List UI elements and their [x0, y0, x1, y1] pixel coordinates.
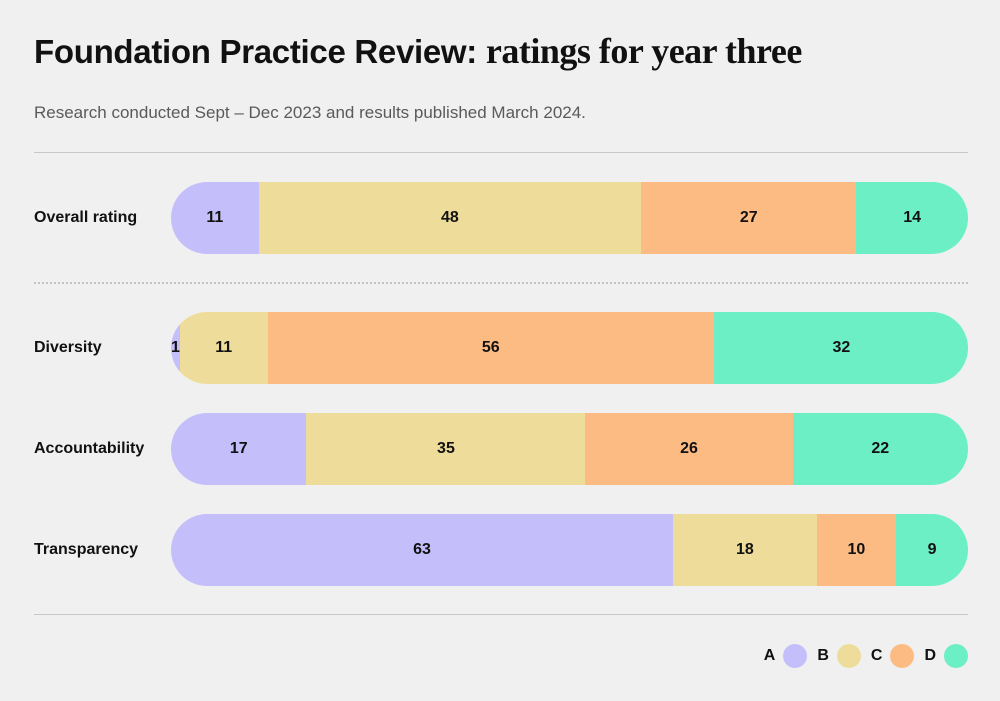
bar-segment-diversity-a: 1: [171, 312, 180, 384]
bar-segment-transparency-c: 10: [816, 514, 897, 586]
bar-diversity: 1 11 56 32: [171, 312, 968, 384]
legend-item-d: D: [924, 644, 968, 668]
title-serif-part: ratings for year three: [485, 31, 802, 71]
legend-item-c: C: [871, 644, 915, 668]
bar-segment-diversity-c: 56: [267, 312, 714, 384]
bar-segment-transparency-a: 63: [171, 514, 674, 586]
legend-swatch-b: [836, 644, 861, 668]
row-label-diversity: Diversity: [34, 339, 102, 356]
row-label-overall-rating: Overall rating: [34, 209, 138, 226]
bar-segment-overall-rating-b: 48: [258, 182, 642, 254]
bar-segment-overall-rating-a: 11: [171, 182, 259, 254]
legend-swatch-d: [944, 644, 968, 668]
top-divider: [34, 152, 968, 153]
legend: A B C D: [764, 644, 968, 668]
bar-transparency: 63 18 10 9: [171, 514, 968, 586]
legend-item-a: A: [764, 644, 808, 668]
bar-segment-diversity-d: 32: [713, 312, 968, 384]
bar-segment-overall-rating-c: 27: [641, 182, 857, 254]
bar-segment-accountability-a: 17: [171, 413, 307, 485]
bar-segment-overall-rating-d: 14: [856, 182, 968, 254]
bar-segment-transparency-b: 18: [673, 514, 817, 586]
title-sans-part: Foundation Practice Review:: [34, 33, 477, 70]
bar-segment-diversity-b: 11: [179, 312, 268, 384]
chart-title: Foundation Practice Review: ratings for …: [34, 30, 802, 72]
chart-subtitle: Research conducted Sept – Dec 2023 and r…: [34, 103, 586, 122]
legend-swatch-a: [783, 644, 808, 668]
bar-segment-transparency-d: 9: [896, 514, 968, 586]
row-label-transparency: Transparency: [34, 541, 139, 558]
bar-accountability: 17 35 26 22: [171, 413, 968, 485]
legend-label-b: B: [817, 647, 829, 664]
bar-segment-accountability-c: 26: [585, 413, 793, 485]
legend-label-d: D: [924, 647, 936, 664]
dotted-divider: [34, 282, 968, 284]
bar-segment-accountability-b: 35: [306, 413, 586, 485]
legend-swatch-c: [890, 644, 915, 668]
bottom-divider: [34, 614, 968, 615]
legend-label-c: C: [870, 647, 883, 664]
legend-label-a: A: [763, 647, 776, 664]
bar-segment-accountability-d: 22: [792, 413, 968, 485]
bar-overall-rating: 11 48 27 14: [171, 182, 968, 254]
row-label-accountability: Accountability: [34, 440, 145, 457]
legend-item-b: B: [817, 644, 861, 668]
